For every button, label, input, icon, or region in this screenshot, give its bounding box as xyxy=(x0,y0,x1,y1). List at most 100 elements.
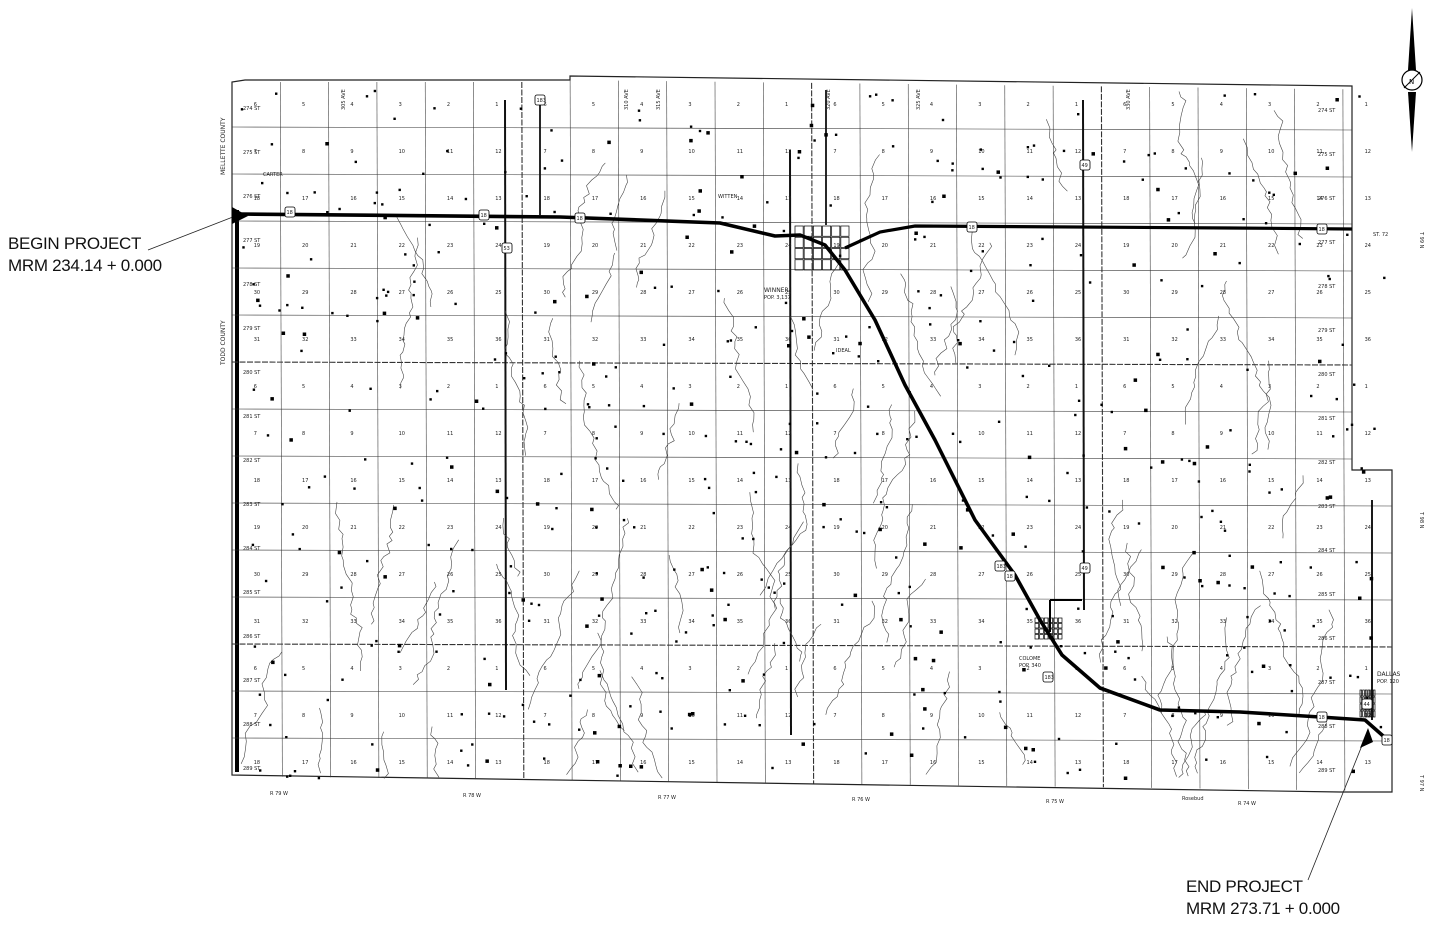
farmstead-marker xyxy=(605,375,608,378)
farmstead-marker xyxy=(706,566,709,569)
township-label: T 98 N xyxy=(1418,511,1424,529)
farmstead-marker xyxy=(885,506,889,509)
section-number: 24 xyxy=(1075,243,1081,249)
farmstead-marker xyxy=(1268,191,1271,194)
section-line xyxy=(473,81,476,780)
farmstead-marker xyxy=(1290,689,1294,693)
avenue-label: 325 AVE xyxy=(916,89,922,110)
section-number: 12 xyxy=(1365,149,1371,155)
farmstead-marker xyxy=(393,117,396,120)
stream xyxy=(370,504,394,625)
farmstead-marker xyxy=(1186,358,1189,361)
todd-county-label: TODD COUNTY xyxy=(220,320,227,366)
street-label: 274 ST xyxy=(243,106,261,112)
farmstead-marker xyxy=(1024,746,1028,751)
section-number: 11 xyxy=(737,431,743,437)
stream xyxy=(1194,617,1230,774)
farmstead-marker xyxy=(1184,167,1187,170)
farmstead-marker xyxy=(1077,399,1081,402)
section-number: 6 xyxy=(254,384,257,390)
witten-town-label: WITTEN xyxy=(718,194,738,200)
shield-number: 18 xyxy=(481,213,487,219)
section-number: 32 xyxy=(1171,337,1177,343)
town-block xyxy=(794,248,804,260)
us-18-east xyxy=(844,224,1353,250)
section-number: 20 xyxy=(1171,243,1177,249)
section-number: 12 xyxy=(1075,713,1081,719)
farmstead-marker xyxy=(662,343,666,346)
stream xyxy=(597,632,625,731)
stream xyxy=(862,154,880,302)
section-number: 20 xyxy=(302,525,308,531)
section-number: 17 xyxy=(1171,478,1177,484)
section-number: 33 xyxy=(640,619,646,625)
town-block xyxy=(1367,689,1371,697)
section-number: 25 xyxy=(495,572,501,578)
town-block xyxy=(1359,696,1363,704)
street-label: 283 ST xyxy=(243,502,261,508)
section-line xyxy=(907,84,911,785)
section-number: 9 xyxy=(640,149,643,155)
shield-outline xyxy=(1316,223,1328,235)
farmstead-marker xyxy=(743,714,747,717)
us-18-shield: 18 xyxy=(966,221,978,233)
farmstead-marker xyxy=(1264,222,1268,225)
section-number: 6 xyxy=(833,102,836,108)
farmstead-marker xyxy=(485,759,489,763)
section-number: 21 xyxy=(930,243,936,249)
farmstead-marker xyxy=(1150,466,1153,469)
section-number: 17 xyxy=(592,478,598,484)
section-number: 9 xyxy=(930,149,933,155)
section-number: 21 xyxy=(350,243,356,249)
section-number: 29 xyxy=(882,572,888,578)
section-number: 14 xyxy=(737,760,743,766)
farmstead-marker xyxy=(1183,576,1186,579)
farmstead-marker xyxy=(289,774,292,777)
farmstead-marker xyxy=(541,372,544,375)
farmstead-marker xyxy=(727,603,730,606)
farmstead-marker xyxy=(509,565,513,568)
section-number: 13 xyxy=(495,760,501,766)
farmstead-marker xyxy=(992,349,996,352)
farmstead-marker xyxy=(300,349,303,353)
stream xyxy=(1289,609,1334,767)
farmstead-marker xyxy=(1198,579,1202,583)
farmstead-marker xyxy=(1325,166,1330,170)
section-grid: 6 5 4 3 2 1 6 5 4 3 2 1 6 5 4 3 2 1 6 5 4 3 2 17 8 9 10 11 12 7 8 9 10 11… xyxy=(231,75,1393,793)
section-number: 14 xyxy=(1316,196,1322,202)
farmstead-marker xyxy=(959,440,962,444)
farmstead-marker xyxy=(1144,408,1148,413)
section-number: 12 xyxy=(785,149,791,155)
farmstead-marker xyxy=(809,123,814,128)
farmstead-marker xyxy=(1133,678,1137,681)
section-number: 18 xyxy=(833,196,839,202)
section-number: 2 xyxy=(447,666,450,672)
farmstead-marker xyxy=(554,355,557,358)
farmstead-marker xyxy=(1122,160,1126,163)
section-number: 26 xyxy=(1027,572,1033,578)
section-number: 6 xyxy=(254,666,257,672)
farmstead-marker xyxy=(728,689,731,692)
farmstead-marker xyxy=(600,597,604,601)
farmstead-marker xyxy=(721,216,724,219)
farmstead-marker xyxy=(594,457,597,460)
stream xyxy=(496,563,531,676)
farmstead-marker xyxy=(1074,413,1077,417)
street-label: 285 ST xyxy=(243,590,261,596)
farmstead-marker xyxy=(1108,510,1111,513)
farmstead-marker xyxy=(1025,495,1028,499)
section-number: 4 xyxy=(350,102,353,108)
section-number: 34 xyxy=(399,619,405,625)
section-number: 5 xyxy=(302,102,305,108)
street-label: 277 ST xyxy=(243,238,261,244)
section-number: 36 xyxy=(785,337,791,343)
farmstead-marker xyxy=(816,392,819,395)
winner-town-blocks xyxy=(794,225,850,271)
section-number: 17 xyxy=(592,196,598,202)
section-number: 16 xyxy=(1220,760,1226,766)
town-block xyxy=(822,259,832,271)
farmstead-marker xyxy=(855,530,858,533)
section-number: 1 xyxy=(495,384,498,390)
farmstead-marker xyxy=(325,600,329,603)
section-number: 7 xyxy=(544,149,547,155)
